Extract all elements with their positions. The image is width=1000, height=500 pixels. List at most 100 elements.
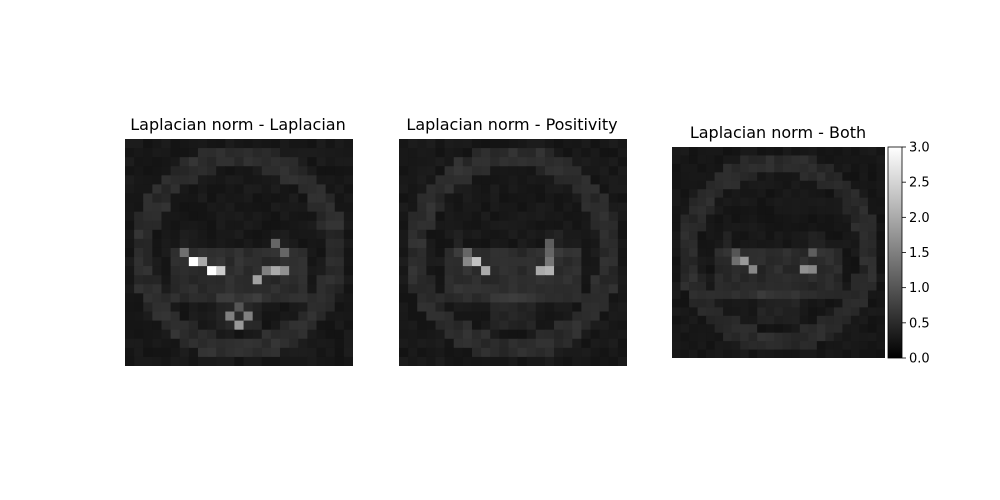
heatmap-cell (842, 189, 852, 199)
heatmap-cell (825, 222, 835, 232)
heatmap-cell (435, 139, 446, 149)
heatmap-cell (307, 139, 318, 149)
heatmap-cell (179, 247, 190, 258)
heatmap-cell (481, 211, 491, 222)
heatmap-cell (723, 231, 733, 241)
heatmap-cell (816, 163, 826, 173)
heatmap-cell (225, 257, 236, 267)
heatmap-cell (590, 184, 601, 195)
heatmap-cell (526, 257, 537, 267)
heatmap-cell (563, 157, 573, 167)
heatmap-cell (697, 349, 707, 358)
heatmap-cell (207, 302, 217, 313)
heatmap-cell (581, 238, 592, 249)
heatmap-cell (850, 282, 861, 292)
heatmap-cell (143, 293, 153, 304)
heatmap-cell (134, 139, 144, 149)
heatmap-cell (426, 257, 437, 267)
heatmap-cell (723, 163, 733, 173)
heatmap-cell (572, 284, 582, 294)
heatmap-cell (216, 275, 226, 285)
heatmap-cell (581, 302, 592, 313)
heatmap-cell (499, 266, 510, 276)
heatmap-cell (617, 257, 627, 267)
heatmap-cell (572, 266, 582, 276)
heatmap-cell (714, 222, 724, 232)
heatmap-cell (825, 290, 835, 300)
heatmap-cell (680, 248, 690, 258)
heatmap-cell (791, 341, 801, 351)
heatmap-cell (298, 211, 308, 222)
heatmap-cell (197, 320, 208, 331)
heatmap-cell (867, 324, 878, 334)
heatmap-cell (207, 175, 217, 185)
heatmap-cell (197, 193, 208, 204)
heatmap-cell (876, 349, 885, 358)
heatmap-cell (343, 311, 353, 322)
heatmap-cell (731, 273, 741, 283)
heatmap-cell (590, 220, 601, 231)
heatmap-cell (617, 193, 627, 204)
heatmap-cell (808, 231, 818, 241)
heatmap-cell (325, 338, 336, 349)
heatmap-cell (197, 329, 208, 340)
heatmap-cell (435, 293, 446, 304)
heatmap-cell (152, 356, 163, 366)
heatmap-cell (234, 229, 245, 240)
heatmap-cell (706, 341, 716, 351)
heatmap-cell (234, 293, 245, 304)
heatmap-cell (517, 338, 528, 349)
heatmap-cell (816, 273, 826, 283)
heatmap-cell (842, 214, 852, 224)
heatmap-cell (867, 214, 878, 224)
heatmap-cell (343, 320, 353, 331)
heatmap-cell (526, 184, 537, 195)
colorbar-tick-label: 1.5 (909, 246, 930, 261)
heatmap-cell (453, 266, 464, 276)
heatmap-cell (243, 320, 254, 331)
heatmap-cell (471, 284, 482, 294)
heatmap-cell (426, 275, 437, 285)
heatmap-cell (207, 193, 217, 204)
heatmap-cell (581, 193, 592, 204)
heatmap-cell (590, 157, 601, 167)
heatmap-cell (444, 356, 455, 366)
heatmap-cell (706, 214, 716, 224)
heatmap-cell (408, 356, 418, 366)
heatmap-cell (234, 266, 245, 276)
heatmap-cell (161, 356, 172, 366)
heatmap-cell (197, 311, 208, 322)
heatmap-cell (535, 175, 546, 185)
heatmap-cell (581, 257, 592, 267)
heatmap-cell (417, 311, 427, 322)
heatmap-cell (270, 293, 281, 304)
heatmap-cell (307, 329, 318, 340)
heatmap-cell (179, 193, 190, 204)
heatmap-cell (471, 184, 482, 195)
heatmap-cell (689, 315, 699, 325)
heatmap-cell (188, 220, 199, 231)
heatmap-cell (134, 175, 144, 185)
heatmap-cell (774, 265, 784, 275)
heatmap-cell (731, 222, 741, 232)
heatmap-cell (125, 139, 135, 149)
heatmap-cell (408, 157, 418, 167)
heatmap-cell (261, 247, 272, 258)
heatmap-cell (825, 273, 835, 283)
heatmap-cell (207, 320, 217, 331)
heatmap-cell (731, 307, 741, 317)
heatmap-cell (134, 238, 144, 249)
heatmap-cell (134, 311, 144, 322)
heatmap-cell (689, 256, 699, 266)
heatmap-cell (689, 248, 699, 258)
heatmap-cell (252, 166, 263, 176)
heatmap-cell (307, 320, 318, 331)
heatmap-cell (714, 231, 724, 241)
heatmap-cell (697, 231, 707, 241)
heatmap-cell (731, 155, 741, 165)
heatmap-cell (782, 214, 792, 224)
heatmap-cell (316, 193, 327, 204)
heatmap-cell (535, 347, 546, 358)
heatmap-cell (599, 284, 610, 294)
heatmap-cell (816, 231, 826, 241)
